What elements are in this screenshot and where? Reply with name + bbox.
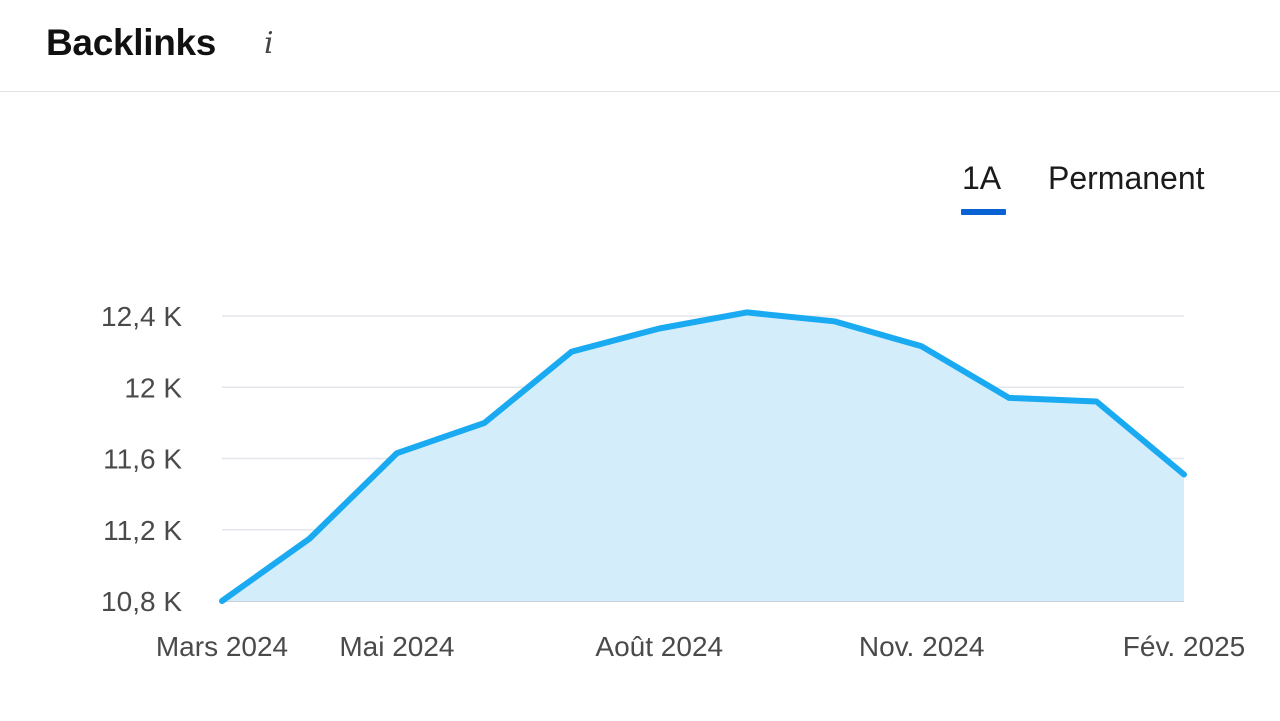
x-tick-label: Mars 2024 <box>156 631 288 662</box>
y-tick-label: 10,8 K <box>101 586 182 617</box>
x-tick-label: Mai 2024 <box>339 631 454 662</box>
active-tab-indicator <box>961 209 1006 215</box>
data-point <box>1181 472 1187 478</box>
data-point <box>831 318 837 324</box>
data-point <box>656 325 662 331</box>
x-tick-label: Nov. 2024 <box>859 631 985 662</box>
tab-permanent[interactable]: Permanent <box>1048 160 1205 196</box>
area-fill <box>222 312 1184 601</box>
data-point <box>306 536 312 542</box>
card-title: Backlinks <box>46 22 217 63</box>
y-tick-label: 11,6 K <box>103 444 182 475</box>
data-point <box>919 343 925 349</box>
data-point <box>481 420 487 426</box>
data-point <box>1094 399 1100 405</box>
data-point <box>744 309 750 315</box>
x-tick-label: Fév. 2025 <box>1123 631 1245 662</box>
data-point <box>569 349 575 355</box>
data-point <box>1006 395 1012 401</box>
data-point <box>394 450 400 456</box>
y-tick-label: 11,2 K <box>103 515 182 546</box>
card-header: Backlinks i <box>0 0 1280 92</box>
tab-1a[interactable]: 1A <box>962 160 1002 196</box>
y-tick-label: 12,4 K <box>101 301 182 332</box>
period-tabs: 1A Permanent <box>0 160 1280 220</box>
info-icon[interactable]: i <box>264 26 274 61</box>
data-point <box>219 598 225 604</box>
y-tick-label: 12 K <box>124 372 182 403</box>
series-line <box>219 309 1187 604</box>
x-tick-label: Août 2024 <box>595 631 723 662</box>
